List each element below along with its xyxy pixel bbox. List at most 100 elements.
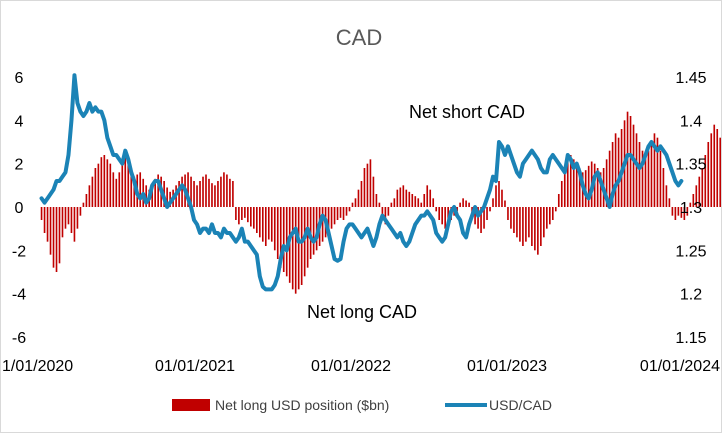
net-long-usd-bar — [100, 157, 103, 207]
net-long-usd-bar — [354, 198, 357, 207]
net-long-usd-bar — [196, 185, 198, 207]
net-long-usd-bar — [546, 207, 548, 229]
net-long-usd-bar — [85, 194, 88, 207]
net-long-usd-bar — [291, 207, 294, 290]
net-long-usd-bar — [381, 207, 384, 216]
net-long-usd-bar — [707, 142, 710, 207]
net-long-usd-bar — [399, 187, 402, 207]
net-long-usd-bar — [139, 172, 142, 207]
net-long-usd-bar — [369, 159, 372, 207]
net-long-usd-bar — [713, 124, 716, 207]
net-long-usd-bar — [495, 185, 497, 207]
net-long-usd-bar — [680, 207, 683, 218]
net-long-usd-bar — [516, 207, 518, 238]
net-long-usd-bar — [525, 207, 527, 242]
right-tick-label: 1.45 — [675, 70, 706, 87]
net-long-usd-bar — [716, 129, 719, 207]
net-long-usd-bar — [166, 187, 168, 207]
net-long-usd-bar — [70, 207, 73, 233]
left-tick-label: -6 — [12, 330, 26, 347]
net-long-usd-bar — [333, 207, 336, 225]
net-long-usd-bar — [641, 150, 644, 207]
net-long-usd-bar — [510, 207, 512, 229]
net-long-usd-bar — [704, 155, 707, 207]
net-long-usd-bar — [145, 185, 148, 207]
net-long-usd-bar — [426, 185, 429, 207]
net-long-usd-bar — [617, 137, 620, 207]
net-long-usd-bar — [599, 172, 602, 207]
net-long-usd-bar — [659, 150, 662, 207]
net-long-usd-bar — [489, 207, 491, 212]
net-long-usd-bar — [629, 116, 632, 207]
net-long-usd-bar — [55, 207, 58, 272]
right-tick-label: 1.4 — [680, 113, 702, 130]
x-tick-label: 01/01/2023 — [467, 358, 547, 375]
net-long-usd-bar — [220, 176, 222, 207]
net-long-usd-bar — [507, 207, 509, 220]
net-long-usd-bar — [330, 207, 333, 229]
net-long-usd-bar — [540, 207, 542, 246]
net-long-usd-bar — [267, 207, 270, 240]
net-long-usd-bar — [647, 150, 650, 207]
net-long-usd-bar — [683, 207, 686, 220]
net-long-usd-bar — [498, 181, 500, 207]
net-long-usd-bar — [273, 207, 276, 251]
net-long-usd-bar — [563, 168, 566, 207]
net-long-usd-bar — [504, 200, 506, 207]
net-long-usd-bar — [270, 207, 273, 242]
net-long-usd-bar — [303, 207, 306, 277]
net-long-usd-bar — [76, 207, 79, 229]
annotation-net-long: Net long CAD — [307, 302, 417, 322]
net-long-usd-bar — [698, 176, 701, 207]
net-long-usd-bar — [157, 174, 159, 207]
net-long-usd-bar — [241, 207, 243, 220]
net-long-usd-bar — [276, 207, 279, 259]
net-long-usd-bar — [668, 198, 671, 207]
net-long-usd-bar — [106, 159, 109, 207]
right-tick-label: 1.25 — [675, 243, 706, 260]
net-long-usd-bar — [88, 185, 91, 207]
net-long-usd-bar — [435, 207, 438, 212]
left-tick-label: -2 — [12, 243, 26, 260]
right-tick-label: 1.3 — [680, 200, 702, 217]
net-long-usd-bar — [689, 202, 692, 207]
net-long-usd-bar — [73, 207, 76, 242]
net-long-usd-bar — [465, 200, 467, 207]
net-long-usd-bar — [551, 207, 554, 220]
net-long-usd-bar — [214, 185, 216, 207]
usd-cad-line — [39, 73, 684, 292]
net-long-usd-bar — [306, 207, 309, 268]
net-long-usd-bar — [528, 207, 530, 238]
net-long-usd-bar — [250, 207, 252, 227]
net-long-usd-bar — [46, 207, 49, 242]
net-long-usd-bar — [342, 207, 345, 220]
net-long-usd-bar — [264, 207, 267, 246]
net-long-usd-bar — [64, 207, 67, 229]
net-long-usd-bar — [480, 207, 482, 233]
net-long-usd-bar — [187, 172, 189, 207]
net-long-usd-bar — [501, 189, 503, 207]
net-long-usd-bar — [181, 176, 183, 207]
left-tick-label: 6 — [15, 70, 24, 87]
net-long-usd-bar — [701, 168, 704, 207]
net-long-usd-bar — [665, 185, 668, 207]
net-long-usd-bar — [294, 207, 297, 294]
net-long-usd-bar — [656, 137, 659, 207]
net-long-usd-bar — [587, 165, 590, 207]
net-long-usd-bar — [154, 178, 156, 207]
net-long-usd-bar — [130, 168, 133, 207]
net-long-usd-bar — [569, 155, 572, 207]
net-long-usd-bar — [444, 207, 446, 229]
net-long-usd-bar — [575, 163, 578, 207]
net-long-usd-bar — [339, 207, 342, 218]
net-long-usd-bar — [549, 207, 551, 225]
x-axis: 1/01/2020 01/01/2021 01/01/2022 01/01/2023 0… — [2, 358, 720, 375]
x-tick-label: 01/01/2021 — [155, 358, 235, 375]
net-long-usd-bar — [474, 207, 476, 225]
net-long-usd-bar — [312, 207, 315, 255]
net-long-usd-bar — [531, 207, 533, 246]
net-long-usd-bar — [608, 150, 611, 207]
net-long-usd-bar — [244, 207, 246, 218]
net-long-usd-bar — [345, 207, 348, 216]
net-long-usd-bar — [554, 207, 557, 212]
